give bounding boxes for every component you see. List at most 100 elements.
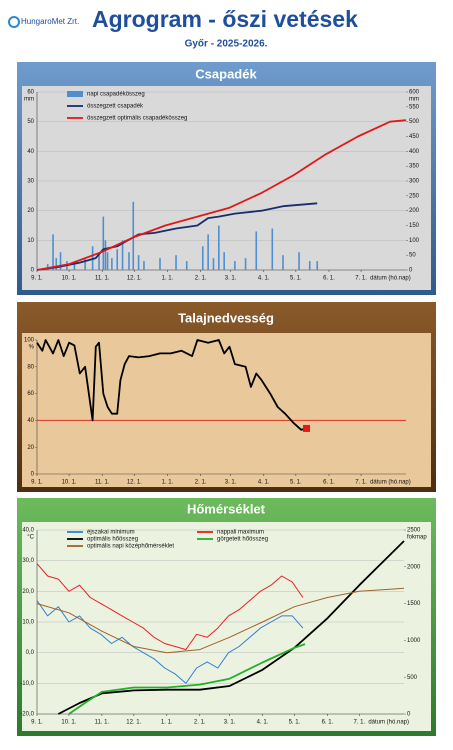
bar <box>298 252 300 270</box>
bar <box>308 261 311 270</box>
x-tick-label: 1. 1. <box>161 720 173 726</box>
x-axis-label: dátum (hó.nap) <box>370 276 411 282</box>
bar <box>121 240 124 270</box>
y2-tick-label: 600 <box>409 90 420 96</box>
bar <box>137 255 140 270</box>
y2-tick-label: 0 <box>407 712 411 718</box>
legend-label: görgetett hőösszeg <box>217 537 268 543</box>
header: HungaroMet Zrt. Agrogram - őszi vetések … <box>8 6 358 50</box>
y2-tick-label: 100 <box>409 238 420 244</box>
y-tick-label: 10 <box>27 238 34 244</box>
chart-title: Csapadék <box>195 66 257 81</box>
y2-tick-label: 200 <box>409 208 420 214</box>
bar <box>84 258 86 270</box>
bar <box>104 240 107 270</box>
bar <box>316 261 319 270</box>
data-line <box>68 643 306 715</box>
x-tick-label: 7. 1. <box>353 720 365 726</box>
bar <box>207 234 209 270</box>
x-tick-label: 9. 1. <box>31 480 43 486</box>
legend-label: nappali maximum <box>217 530 264 536</box>
y-tick-label: 50 <box>27 119 34 125</box>
y-tick-label: 0,0 <box>26 650 35 656</box>
bar <box>128 252 130 270</box>
y2-tick-label: 250 <box>409 193 420 199</box>
bar <box>59 252 62 270</box>
page-title: Agrogram - őszi vetések <box>92 6 358 32</box>
y2-tick-label: 0 <box>409 268 413 274</box>
plot-background <box>22 522 431 731</box>
bar <box>234 261 236 270</box>
x-tick-label: 4. 1. <box>258 480 270 486</box>
y2-tick-label: 1500 <box>407 601 421 607</box>
bar <box>116 249 119 270</box>
x-tick-label: 4. 1. <box>258 276 270 282</box>
bar <box>185 261 188 270</box>
y-tick-label: 60 <box>27 391 34 397</box>
bar <box>223 252 225 270</box>
chart-title: Hőmérséklet <box>187 501 266 516</box>
bar <box>255 231 258 270</box>
legend-swatch <box>67 91 83 97</box>
bar <box>218 225 220 270</box>
x-tick-label: 12. 1. <box>127 276 142 282</box>
x-tick-label: 1. 1. <box>162 480 174 486</box>
x-tick-label: 5. 1. <box>290 480 302 486</box>
y-unit: °C <box>27 535 34 541</box>
legend-label: éjszakai minimum <box>87 530 135 536</box>
x-tick-label: 9. 1. <box>31 720 43 726</box>
plot-background <box>22 333 431 487</box>
y-tick-label: -20,0 <box>20 712 34 718</box>
y-tick-label: 20,0 <box>22 589 34 595</box>
x-tick-label: 2. 1. <box>195 276 207 282</box>
x-tick-label: 7. 1. <box>355 480 367 486</box>
legend-label: optimális hőösszeg <box>87 537 138 543</box>
bar <box>282 255 284 270</box>
y-tick-label: 10,0 <box>22 620 34 626</box>
y2-tick-label: 500 <box>409 119 420 125</box>
y2-tick-label: 550 <box>409 104 420 110</box>
y2-tick-label: 500 <box>407 675 418 681</box>
y2-tick-label: 50 <box>409 253 416 259</box>
y2-tick-label: 150 <box>409 223 420 229</box>
y-tick-label: 40 <box>27 418 34 424</box>
bar <box>55 258 58 270</box>
bar <box>46 264 49 270</box>
y-tick-label: 60 <box>27 90 34 96</box>
data-line <box>36 119 407 271</box>
x-tick-label: 2. 1. <box>194 720 206 726</box>
x-tick-label: 5. 1. <box>289 720 301 726</box>
y-tick-label: 40 <box>27 149 34 155</box>
x-tick-label: 6. 1. <box>323 480 335 486</box>
legend-label: napi csapadékösszeg <box>87 92 145 98</box>
x-tick-label: 3. 1. <box>225 480 237 486</box>
x-tick-label: 3. 1. <box>224 720 236 726</box>
chart-title: Talajnedvesség <box>178 310 274 325</box>
x-axis-label: dátum (hó.nap) <box>370 480 411 486</box>
x-tick-label: 4. 1. <box>257 720 269 726</box>
y-tick-label: 80 <box>27 364 34 370</box>
x-tick-label: 11. 1. <box>95 720 110 726</box>
bar <box>159 258 161 270</box>
x-tick-label: 11. 1. <box>95 480 110 486</box>
bar <box>271 228 274 270</box>
y-tick-label: 30 <box>27 179 34 185</box>
x-tick-label: 10. 1. <box>62 480 77 486</box>
x-tick-label: 1. 1. <box>162 276 174 282</box>
legend-label: optimális napi középhőmérséklet <box>87 544 174 550</box>
y-unit: mm <box>24 97 34 103</box>
y-unit: % <box>29 345 35 351</box>
bar <box>212 258 215 270</box>
bar <box>73 264 76 270</box>
y2-tick-label: 300 <box>409 179 420 185</box>
y2-tick-label: 350 <box>409 164 420 170</box>
y-tick-label: 100 <box>24 338 35 344</box>
bar <box>102 216 105 270</box>
bar <box>98 255 100 270</box>
y-tick-label: 40,0 <box>22 528 34 534</box>
x-tick-label: 12. 1. <box>126 720 141 726</box>
legend-label: összegzett csapadék <box>87 104 144 110</box>
y-tick-label: -10,0 <box>20 681 34 687</box>
bar <box>143 261 145 270</box>
